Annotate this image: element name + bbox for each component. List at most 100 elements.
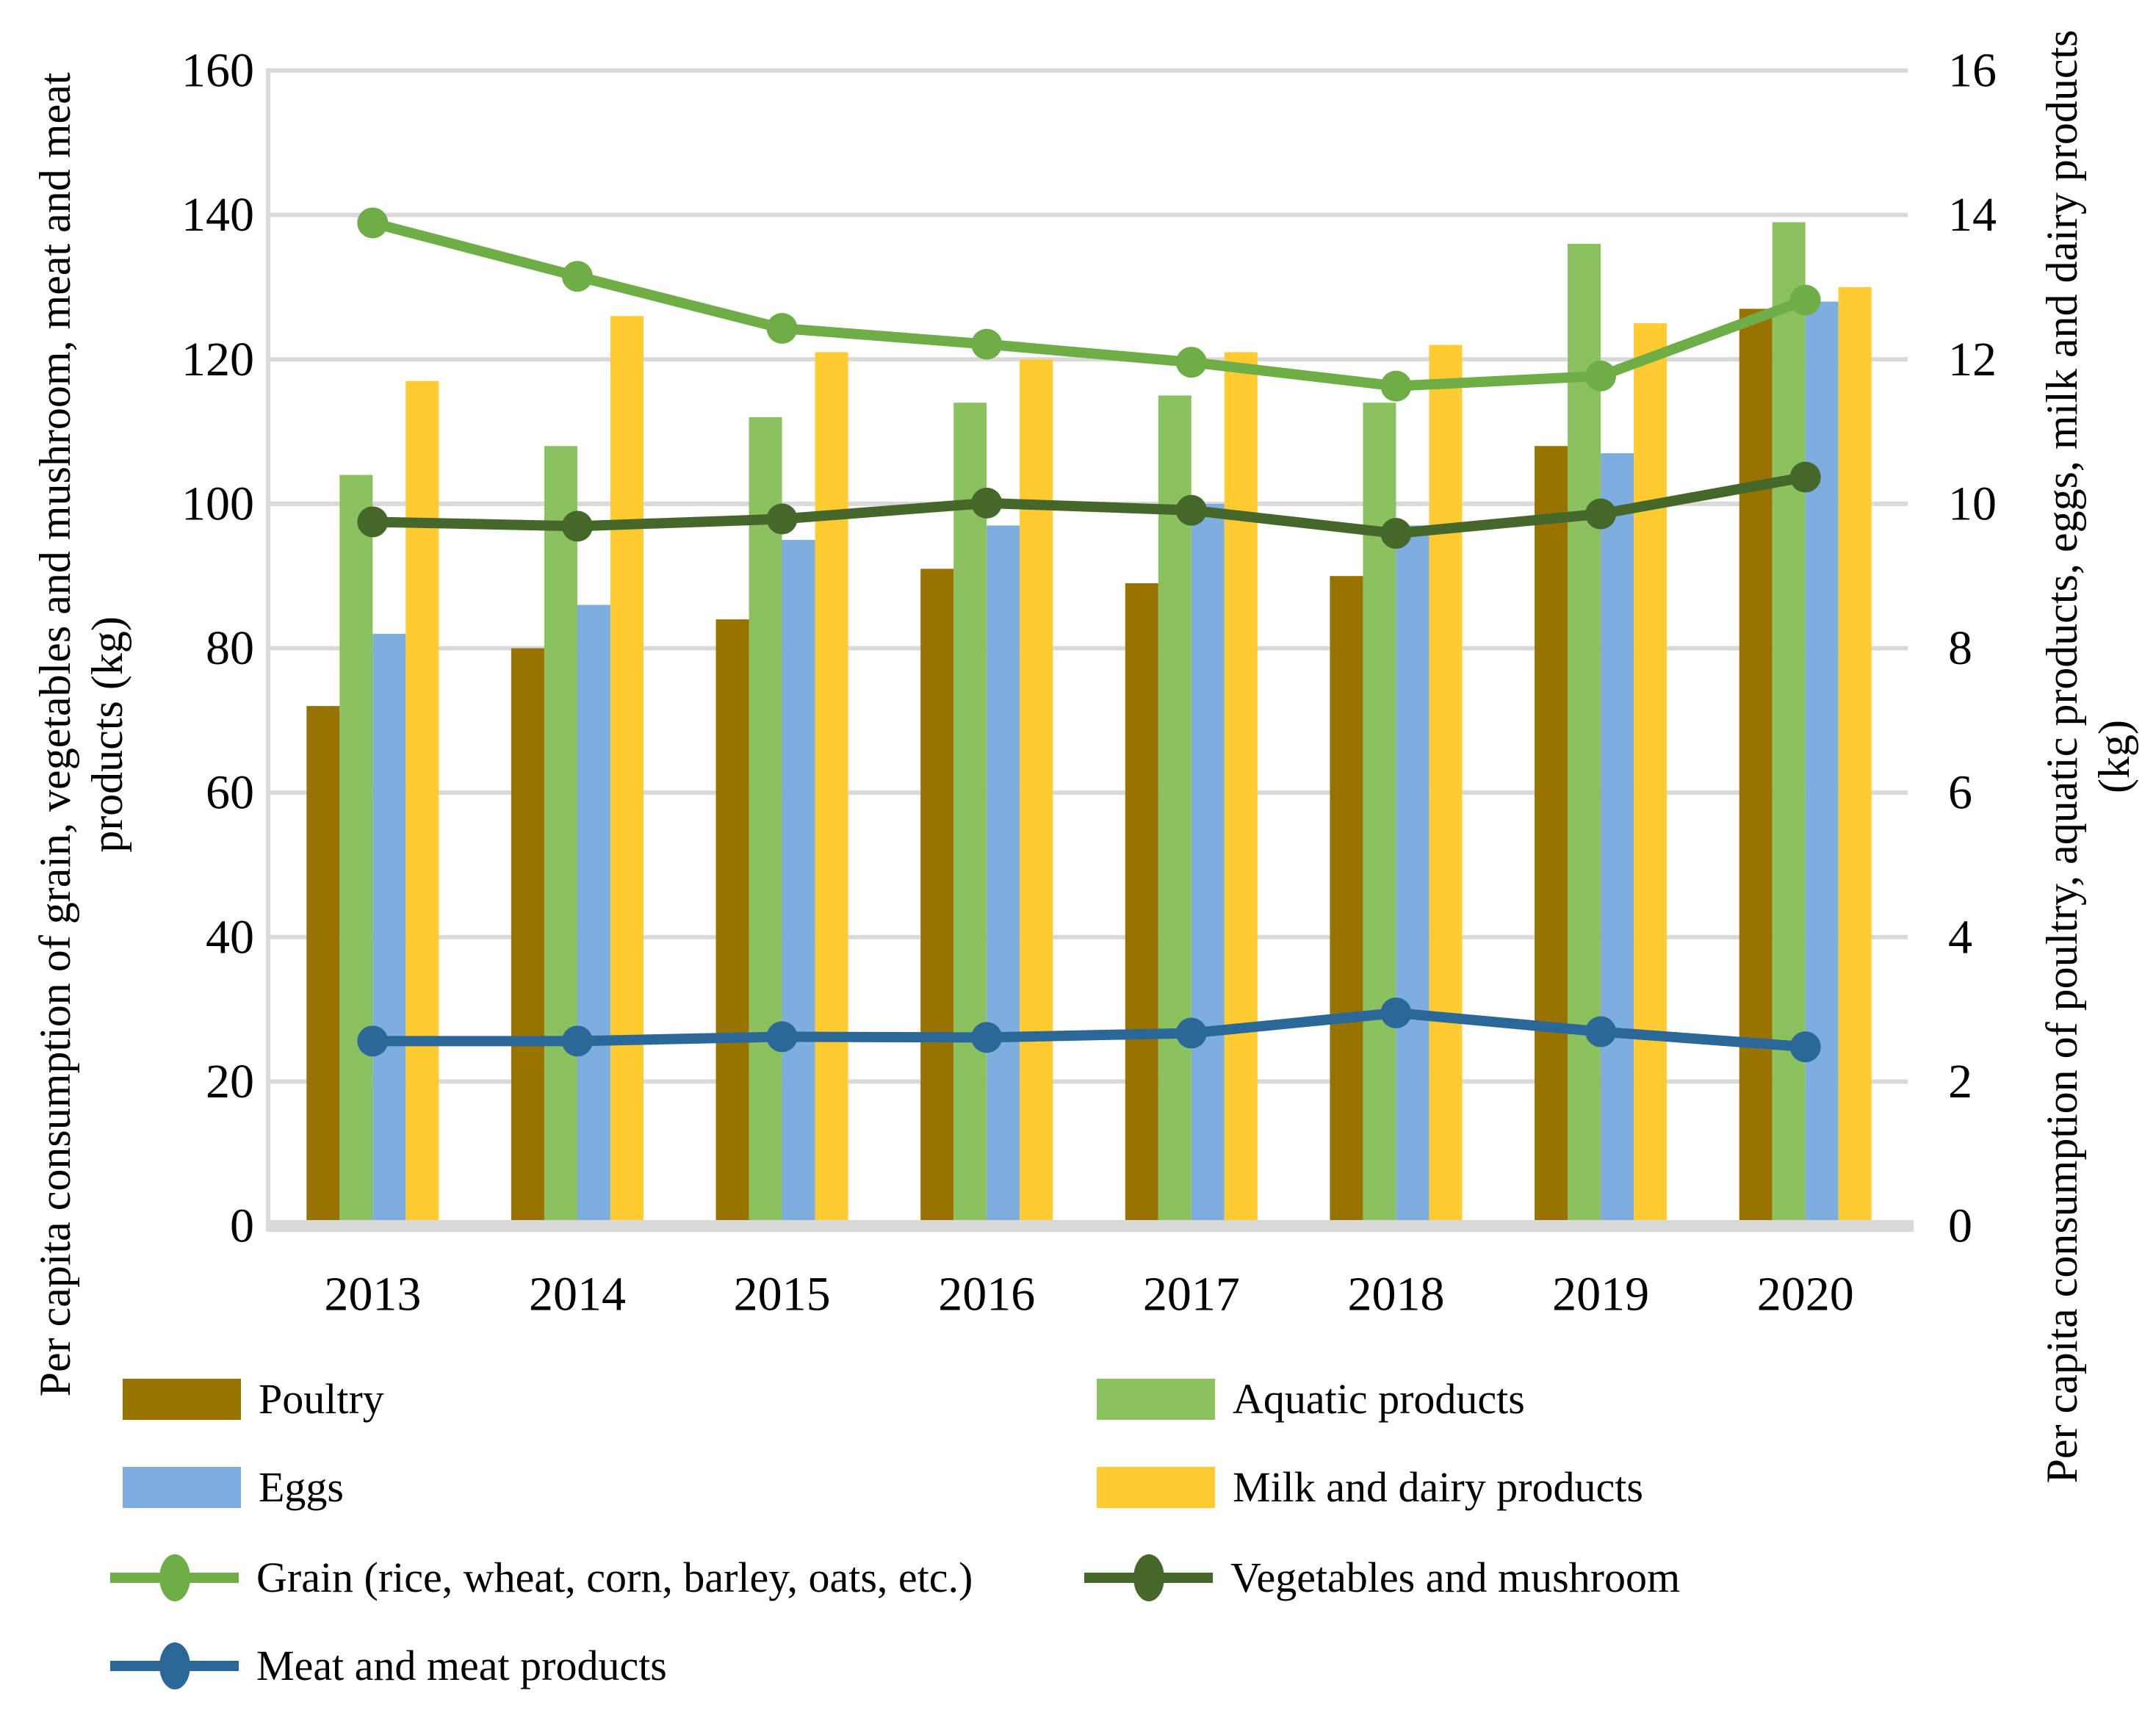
right-axis-title: Per capita consumption of poultry, aquat… <box>2038 29 2138 1484</box>
bar-poultry-2016 <box>920 569 954 1226</box>
bar-poultry-2014 <box>511 648 544 1226</box>
bar-eggs-2013 <box>372 633 406 1226</box>
bar-milk-and-dairy-products-2019 <box>1634 323 1668 1226</box>
x-axis-category-label: 2015 <box>734 1268 831 1321</box>
x-axis-category-label: 2019 <box>1552 1268 1649 1321</box>
marker-grain-rice-wheat-corn-barley-oats-etc--2020 <box>1789 284 1821 316</box>
right-axis-tick-label: 10 <box>1948 477 1997 530</box>
right-axis-tick-label: 2 <box>1948 1055 1972 1108</box>
bar-milk-and-dairy-products-2014 <box>610 316 643 1227</box>
legend-label-aquatic: Aquatic products <box>1233 1375 1525 1423</box>
bar-eggs-2015 <box>782 540 815 1226</box>
legend-label-vegetables: Vegetables and mushroom <box>1230 1554 1681 1601</box>
legend-item-meat: Meat and meat products <box>110 1642 667 1689</box>
bar-eggs-2014 <box>577 605 610 1226</box>
marker-vegetables-and-mushroom-2016 <box>971 487 1003 519</box>
x-axis-category-label: 2020 <box>1757 1268 1854 1321</box>
bar-poultry-2020 <box>1739 309 1773 1226</box>
marker-meat-and-meat-products-2015 <box>766 1021 798 1053</box>
right-axis-tick-label: 4 <box>1948 910 1972 964</box>
legend-item-milk: Milk and dairy products <box>1097 1464 1643 1511</box>
marker-vegetables-and-mushroom-2017 <box>1175 494 1207 526</box>
legend-item-vegetables: Vegetables and mushroom <box>1084 1554 1680 1601</box>
marker-grain-rice-wheat-corn-barley-oats-etc--2013 <box>357 207 389 239</box>
legend-swatch-meat <box>110 1642 239 1689</box>
marker-meat-and-meat-products-2020 <box>1789 1031 1821 1063</box>
marker-grain-rice-wheat-corn-barley-oats-etc--2016 <box>971 328 1003 360</box>
legend-swatch-eggs <box>123 1467 241 1508</box>
legend-label-milk: Milk and dairy products <box>1233 1463 1643 1511</box>
bar-aquatic-products-2017 <box>1158 395 1191 1226</box>
bar-milk-and-dairy-products-2020 <box>1838 286 1872 1226</box>
left-axis-tick-label: 60 <box>206 766 254 820</box>
bar-aquatic-products-2013 <box>339 475 373 1226</box>
left-axis-tick-label: 100 <box>181 477 254 530</box>
right-axis-tick-label: 6 <box>1948 766 1972 820</box>
grain-marker-sample <box>159 1554 190 1601</box>
x-axis-category-label: 2016 <box>938 1268 1035 1321</box>
bar-aquatic-products-2015 <box>749 416 782 1226</box>
left-axis-tick-label: 0 <box>230 1199 254 1253</box>
bar-milk-and-dairy-products-2013 <box>405 380 439 1226</box>
bar-poultry-2015 <box>715 619 749 1226</box>
bar-eggs-2018 <box>1396 525 1429 1226</box>
legend-swatch-vegetables <box>1084 1554 1213 1601</box>
meat-marker-sample <box>159 1642 190 1689</box>
bar-milk-and-dairy-products-2017 <box>1224 352 1258 1227</box>
marker-vegetables-and-mushroom-2015 <box>766 503 798 535</box>
right-axis-tick-label: 0 <box>1948 1199 1972 1253</box>
left-axis-tick-label: 80 <box>206 621 254 675</box>
legend-item-grain: Grain (rice, wheat, corn, barley, oats, … <box>110 1554 973 1601</box>
marker-meat-and-meat-products-2016 <box>971 1022 1003 1053</box>
line-series-vegetables-and-mushroom <box>372 472 1806 539</box>
legend-swatch-milk <box>1097 1467 1215 1508</box>
marker-meat-and-meat-products-2019 <box>1585 1016 1617 1047</box>
bar-aquatic-products-2019 <box>1568 243 1601 1227</box>
left-axis-title: Per capita consumption of grain, vegetab… <box>31 72 131 1397</box>
bar-eggs-2019 <box>1601 453 1634 1226</box>
legend-label-meat: Meat and meat products <box>256 1642 667 1689</box>
marker-grain-rice-wheat-corn-barley-oats-etc--2017 <box>1175 347 1207 378</box>
bar-milk-and-dairy-products-2018 <box>1429 344 1463 1226</box>
legend-item-aquatic: Aquatic products <box>1097 1376 1525 1423</box>
right-axis-tick-label: 16 <box>1948 44 1997 98</box>
left-axis-tick-label: 40 <box>206 910 254 964</box>
legend-label-poultry: Poultry <box>259 1375 384 1423</box>
bar-milk-and-dairy-products-2016 <box>1020 359 1053 1226</box>
left-axis-tick-label: 140 <box>181 188 254 242</box>
marker-vegetables-and-mushroom-2020 <box>1789 461 1821 493</box>
legend-label-grain: Grain (rice, wheat, corn, barley, oats, … <box>256 1554 973 1601</box>
line-series-meat-and-meat-products <box>372 1007 1806 1053</box>
marker-grain-rice-wheat-corn-barley-oats-etc--2019 <box>1585 360 1617 392</box>
legend-swatch-poultry <box>123 1379 241 1420</box>
marker-vegetables-and-mushroom-2019 <box>1585 498 1617 530</box>
bar-eggs-2017 <box>1191 503 1225 1226</box>
bar-poultry-2013 <box>306 706 340 1226</box>
bar-eggs-2020 <box>1805 301 1839 1227</box>
bar-milk-and-dairy-products-2015 <box>815 352 848 1227</box>
bar-eggs-2016 <box>987 525 1020 1226</box>
right-axis-tick-label: 14 <box>1948 188 1997 242</box>
marker-vegetables-and-mushroom-2013 <box>357 506 389 538</box>
left-axis-tick-label: 20 <box>206 1055 254 1108</box>
left-axis-tick-label: 160 <box>181 44 254 98</box>
legend-item-poultry: Poultry <box>123 1376 384 1423</box>
line-series-grain-rice-wheat-corn-barley-oats-etc- <box>371 217 1808 392</box>
marker-meat-and-meat-products-2014 <box>561 1025 593 1057</box>
marker-grain-rice-wheat-corn-barley-oats-etc--2018 <box>1380 370 1412 402</box>
x-axis-category-label: 2018 <box>1347 1268 1444 1321</box>
legend-swatch-grain <box>110 1554 239 1601</box>
marker-vegetables-and-mushroom-2018 <box>1380 518 1412 549</box>
right-axis-tick-label: 8 <box>1948 621 1972 675</box>
bar-poultry-2017 <box>1125 583 1158 1226</box>
x-axis-category-label: 2017 <box>1143 1268 1240 1321</box>
vegetables-marker-sample <box>1133 1554 1164 1601</box>
x-axis-category-label: 2013 <box>324 1268 421 1321</box>
bar-aquatic-products-2014 <box>544 446 577 1226</box>
legend-swatch-aquatic <box>1097 1379 1215 1420</box>
bar-poultry-2018 <box>1330 576 1363 1226</box>
marker-meat-and-meat-products-2013 <box>357 1025 389 1057</box>
marker-grain-rice-wheat-corn-barley-oats-etc--2015 <box>766 312 798 344</box>
x-axis-line <box>266 1220 1914 1232</box>
